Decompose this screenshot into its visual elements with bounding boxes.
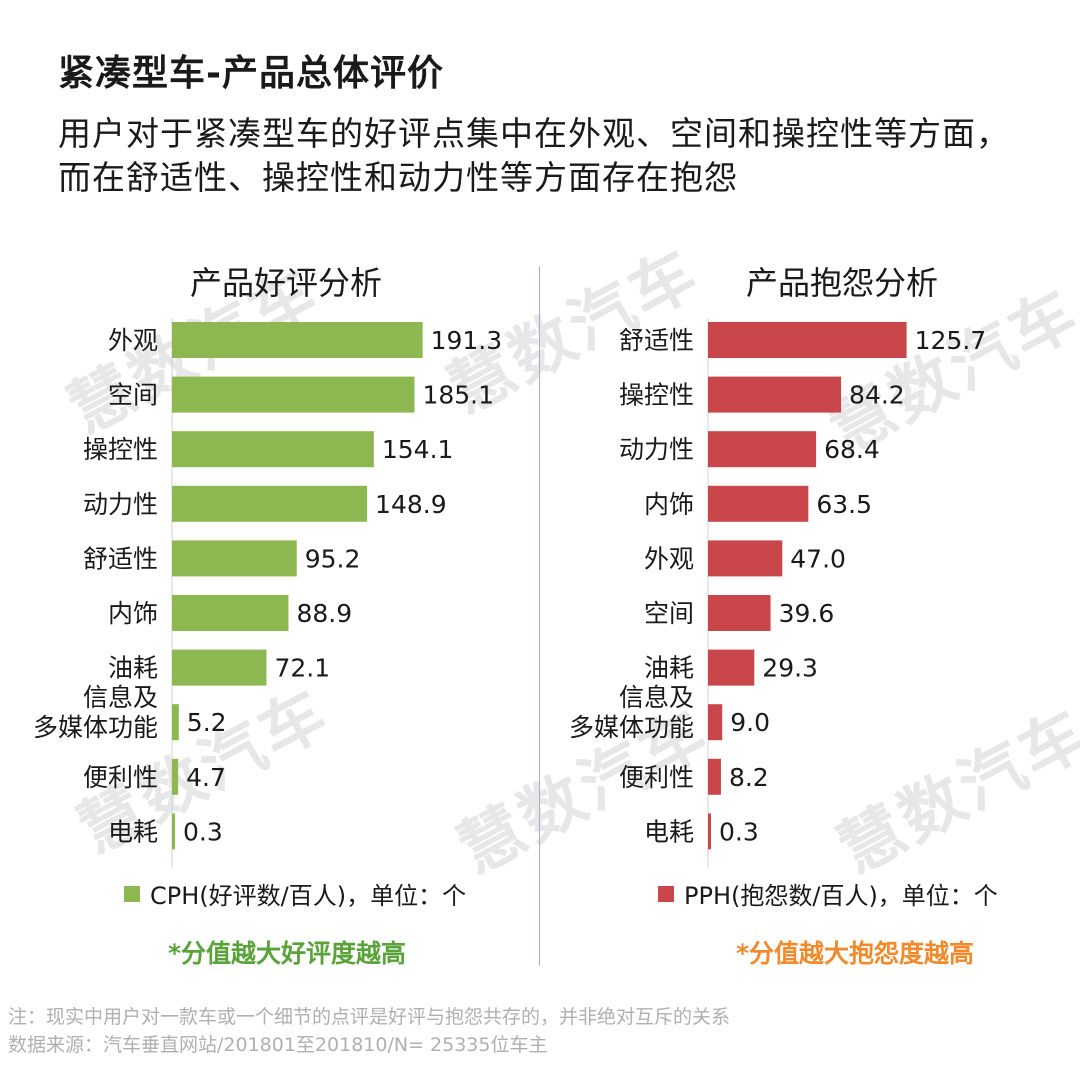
negative-category-label: 外观 <box>644 544 694 573</box>
negative-bar <box>708 322 907 358</box>
negative-category-label: 便利性 <box>619 763 694 792</box>
negative-bar <box>708 704 723 741</box>
negative-value-label: 29.3 <box>762 654 818 683</box>
positive-bar <box>172 540 297 577</box>
positive-value-label: 88.9 <box>296 599 352 628</box>
negative-category-label: 空间 <box>644 599 694 628</box>
negative-value-label: 63.5 <box>816 490 872 519</box>
negative-value-label: 0.3 <box>719 817 759 846</box>
positive-value-label: 95.2 <box>305 544 361 573</box>
negative-category-label: 动力性 <box>619 435 694 464</box>
negative-chart-title: 产品抱怨分析 <box>745 264 938 302</box>
negative-legend-swatch <box>658 885 674 902</box>
footnote-line2: 数据来源：汽车垂直网站/201801至201810/N= 25335位车主 <box>8 1034 548 1056</box>
negative-value-label: 84.2 <box>849 381 905 410</box>
positive-legend-label: CPH(好评数/百人)，单位：个 <box>150 882 467 910</box>
negative-category-label: 电耗 <box>644 817 694 846</box>
negative-bar <box>708 376 842 413</box>
positive-value-label: 5.2 <box>187 708 227 737</box>
positive-category-label: 动力性 <box>83 490 158 519</box>
negative-category-label: 油耗 <box>644 654 694 683</box>
positive-note: *分值越大好评度越高 <box>167 939 407 968</box>
positive-bar <box>172 376 415 413</box>
panel-divider <box>539 266 540 966</box>
negative-bar <box>708 595 771 631</box>
negative-category-label: 舒适性 <box>619 326 694 355</box>
positive-category-label: 内饰 <box>108 599 158 628</box>
positive-value-label: 0.3 <box>183 817 223 846</box>
positive-legend-swatch <box>124 885 140 902</box>
positive-category-label: 电耗 <box>108 817 158 846</box>
negative-bar <box>708 431 817 468</box>
negative-category-label: 操控性 <box>619 381 694 410</box>
positive-bar <box>172 595 289 631</box>
positive-bar <box>172 704 179 741</box>
positive-bar <box>172 758 179 795</box>
positive-bar <box>172 649 267 686</box>
negative-value-label: 68.4 <box>824 435 880 464</box>
positive-category-label: 舒适性 <box>83 544 158 573</box>
negative-value-label: 125.7 <box>915 326 987 355</box>
positive-category-label: 外观 <box>108 326 158 355</box>
negative-category-label: 信息及多媒体功能 <box>569 683 694 742</box>
page-subtitle: 用户对于紧凑型车的好评点集中在外观、空间和操控性等方面，而在舒适性、操控性和动力… <box>58 114 1010 197</box>
negative-category-label: 内饰 <box>644 490 694 519</box>
positive-category-label: 便利性 <box>83 763 158 792</box>
negative-value-label: 9.0 <box>730 708 770 737</box>
positive-category-label: 信息及多媒体功能 <box>33 683 158 742</box>
positive-value-label: 191.3 <box>431 326 503 355</box>
positive-legend: CPH(好评数/百人)，单位：个 <box>124 876 466 911</box>
positive-category-label: 空间 <box>108 381 158 410</box>
page-title: 紧凑型车-产品总体评价 <box>58 53 444 94</box>
positive-chart-title: 产品好评分析 <box>189 264 382 302</box>
positive-category-label: 油耗 <box>108 654 158 683</box>
positive-value-label: 148.9 <box>375 490 447 519</box>
negative-value-label: 47.0 <box>790 544 846 573</box>
negative-bar <box>708 649 755 686</box>
positive-value-label: 4.7 <box>186 763 226 792</box>
positive-bar <box>172 431 374 468</box>
negative-note: *分值越大抱怨度越高 <box>735 939 975 968</box>
negative-bar <box>708 540 783 577</box>
positive-value-label: 154.1 <box>382 435 454 464</box>
negative-bar <box>708 813 711 850</box>
positive-category-label: 操控性 <box>83 435 158 464</box>
negative-value-label: 39.6 <box>779 599 835 628</box>
footnote-line1: 注：现实中用户对一款车或一个细节的点评是好评与抱怨共存的，并非绝对互斥的关系 <box>8 1006 731 1028</box>
negative-bar <box>708 485 809 522</box>
negative-value-label: 8.2 <box>729 763 769 792</box>
negative-legend-label: PPH(抱怨数/百人)，单位：个 <box>684 882 998 910</box>
negative-bar <box>708 758 721 795</box>
negative-legend: PPH(抱怨数/百人)，单位：个 <box>658 876 998 911</box>
positive-bar <box>172 813 175 850</box>
positive-value-label: 185.1 <box>422 381 494 410</box>
positive-value-label: 72.1 <box>274 654 330 683</box>
positive-bar <box>172 322 423 358</box>
positive-bar <box>172 485 368 522</box>
